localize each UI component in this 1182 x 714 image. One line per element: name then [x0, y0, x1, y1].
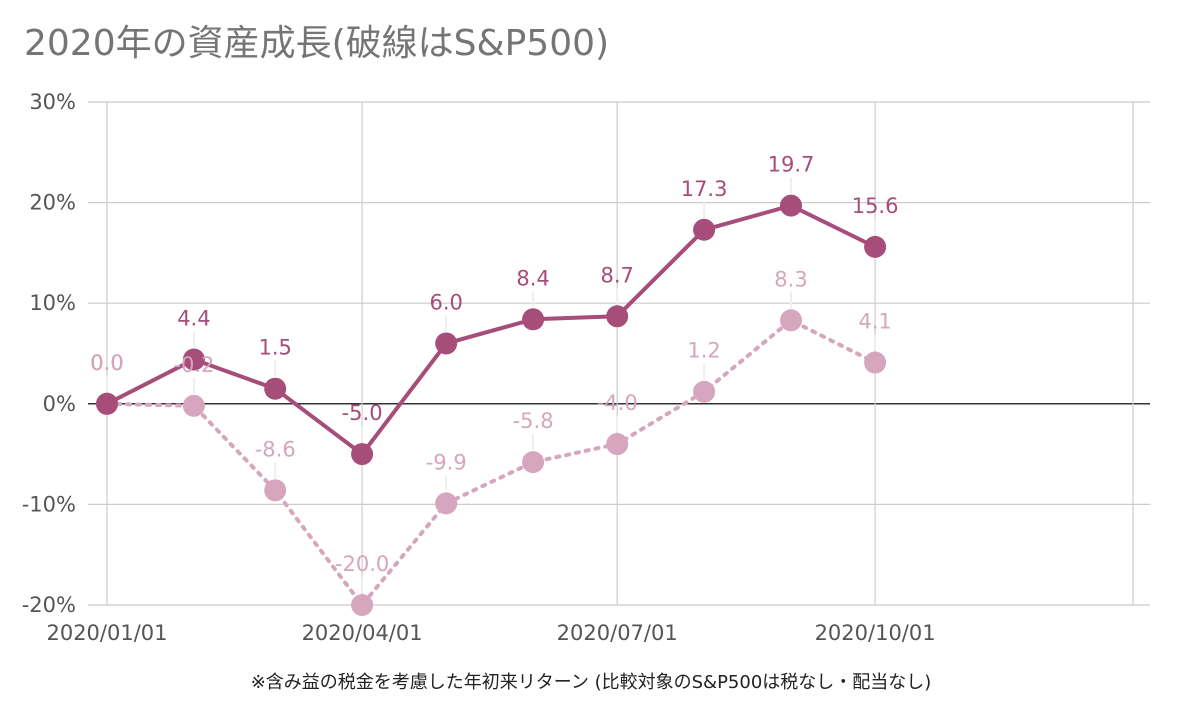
sp500-data-label: 1.2 — [687, 339, 720, 363]
portfolio-point — [264, 377, 287, 400]
portfolio-data-label: 17.3 — [681, 177, 728, 201]
sp500-data-label: 4.1 — [858, 310, 891, 334]
portfolio-data-label: 15.6 — [852, 194, 899, 218]
portfolio-data-label: 1.5 — [258, 336, 291, 360]
portfolio-point — [693, 218, 716, 241]
portfolio-data-label: 8.7 — [600, 263, 633, 287]
portfolio-solid-line — [106, 203, 876, 457]
portfolio-point — [182, 348, 205, 371]
portfolio-point — [351, 443, 374, 466]
sp500-point — [182, 394, 205, 417]
portfolio-data-label: 8.4 — [516, 266, 549, 290]
sp500-point — [522, 451, 545, 474]
sp500-data-label: 8.3 — [774, 267, 807, 291]
y-tick-label: 30% — [29, 90, 76, 114]
x-tick-label: 2020/07/01 — [557, 621, 678, 645]
y-tick-label: -20% — [22, 593, 76, 617]
portfolio-data-label: 6.0 — [429, 290, 462, 314]
sp500-data-label: -8.6 — [255, 437, 296, 461]
portfolio-point — [522, 308, 545, 331]
portfolio-data-label: -5.0 — [342, 401, 383, 425]
portfolio-point — [606, 305, 629, 328]
sp500-point — [780, 309, 802, 332]
sp500-point — [435, 492, 458, 515]
portfolio-data-label: 19.7 — [768, 153, 815, 177]
x-tick-label: 2020/04/01 — [302, 621, 423, 645]
y-tick-label: 10% — [29, 291, 76, 315]
sp500-point — [606, 433, 629, 456]
x-tick-label: 2020/10/01 — [815, 621, 936, 645]
axis-labels: 30% 20% 10% 0% -10% -20% 2020/01/01 2020/04/01 2… — [22, 90, 936, 645]
portfolio-point — [435, 332, 458, 355]
sp500-data-label: -9.9 — [426, 450, 467, 474]
x-tick-label: 2020/01/01 — [46, 621, 167, 645]
sp500-data-label: -20.0 — [335, 552, 389, 576]
y-tick-label: 20% — [29, 191, 76, 215]
portfolio-point — [96, 392, 118, 415]
sp500-data-label: -0.2 — [173, 353, 214, 377]
sp500-point — [864, 351, 887, 374]
portfolio-data-label: 4.4 — [177, 307, 210, 331]
sp500-data-label: -4.0 — [597, 391, 638, 415]
sp500-dotted-line — [105, 318, 878, 607]
chart-title: 2020年の資産成長(破線はS&P500) — [24, 23, 610, 64]
sp500-data-label: 0.0 — [90, 351, 123, 375]
portfolio-point — [780, 194, 802, 217]
grid-lines — [88, 101, 1150, 606]
sp500-point — [351, 594, 374, 616]
data-labels: 0.04.41.5-5.06.08.4 8.717.319.715.60.0 -0.… — [90, 153, 898, 593]
y-tick-label: 0% — [43, 392, 76, 416]
portfolio-point — [864, 235, 887, 258]
y-tick-label: -10% — [22, 492, 76, 516]
chart-footnote: ※含み益の税金を考慮した年初来リターン (比較対象のS&P500は税なし・配当な… — [250, 672, 932, 693]
series-layer — [96, 194, 887, 616]
portfolio-data-label: 0.0 — [90, 351, 123, 375]
sp500-point — [693, 380, 716, 403]
sp500-data-label: -5.8 — [513, 409, 554, 433]
sp500-point — [264, 479, 287, 502]
